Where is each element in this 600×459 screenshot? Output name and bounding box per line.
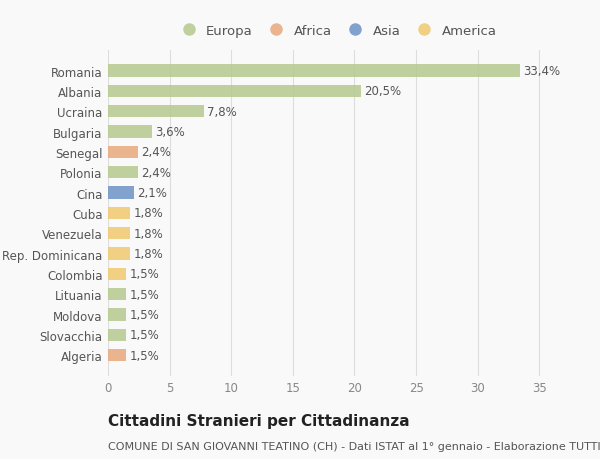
Bar	[108, 329, 127, 341]
Text: 1,5%: 1,5%	[130, 268, 160, 281]
Bar	[108, 146, 137, 159]
Legend: Europa, Africa, Asia, America: Europa, Africa, Asia, America	[176, 24, 496, 38]
Bar	[108, 207, 130, 219]
Text: 1,8%: 1,8%	[133, 207, 163, 220]
Text: 2,4%: 2,4%	[140, 146, 170, 159]
Text: 1,5%: 1,5%	[130, 288, 160, 301]
Text: 1,5%: 1,5%	[130, 349, 160, 362]
Bar	[108, 248, 130, 260]
Text: 3,6%: 3,6%	[155, 126, 185, 139]
Text: Cittadini Stranieri per Cittadinanza: Cittadini Stranieri per Cittadinanza	[108, 413, 410, 428]
Text: 2,4%: 2,4%	[140, 166, 170, 179]
Text: 33,4%: 33,4%	[523, 65, 560, 78]
Bar	[108, 228, 130, 240]
Text: COMUNE DI SAN GIOVANNI TEATINO (CH) - Dati ISTAT al 1° gennaio - Elaborazione TU: COMUNE DI SAN GIOVANNI TEATINO (CH) - Da…	[108, 441, 600, 451]
Text: 7,8%: 7,8%	[207, 106, 237, 118]
Text: 1,8%: 1,8%	[133, 247, 163, 261]
Text: 1,5%: 1,5%	[130, 308, 160, 321]
Bar	[108, 167, 137, 179]
Bar	[108, 268, 127, 280]
Bar	[108, 349, 127, 362]
Bar	[108, 85, 361, 98]
Bar	[108, 289, 127, 301]
Text: 1,5%: 1,5%	[130, 329, 160, 341]
Bar	[108, 126, 152, 138]
Text: 20,5%: 20,5%	[364, 85, 401, 98]
Bar	[108, 106, 204, 118]
Bar	[108, 309, 127, 321]
Bar	[108, 187, 134, 199]
Text: 1,8%: 1,8%	[133, 227, 163, 240]
Text: 2,1%: 2,1%	[137, 187, 167, 200]
Bar	[108, 65, 520, 78]
